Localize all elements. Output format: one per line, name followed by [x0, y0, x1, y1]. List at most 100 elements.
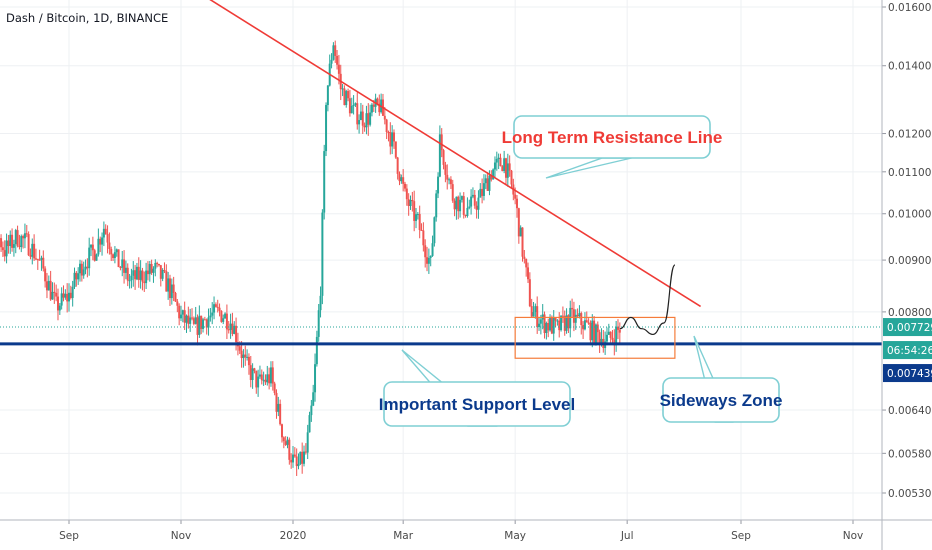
- candle-body: [582, 325, 585, 330]
- candle-body: [200, 315, 203, 329]
- candle-body: [181, 310, 184, 315]
- candle-body: [503, 158, 506, 171]
- candle-body: [104, 228, 107, 235]
- candle-body: [543, 314, 546, 334]
- candle-body: [128, 280, 131, 282]
- candle-body: [187, 315, 190, 324]
- candle-body: [356, 103, 359, 125]
- candle-body: [308, 415, 311, 433]
- x-tick-label: Sep: [731, 530, 751, 542]
- candle-body: [56, 296, 59, 311]
- candle-body: [282, 437, 285, 442]
- candle-body: [172, 284, 175, 293]
- candle-body: [176, 301, 179, 306]
- candle-body: [363, 125, 366, 128]
- candle-body: [0, 238, 3, 248]
- candle-body: [525, 258, 528, 268]
- candle-body: [135, 266, 138, 280]
- candle-body: [301, 451, 304, 464]
- candle-body: [415, 214, 418, 221]
- candle-body: [233, 325, 236, 334]
- candle-body: [473, 194, 476, 206]
- candle-body: [211, 312, 214, 316]
- candle-body: [220, 310, 223, 322]
- candle-body: [337, 64, 340, 74]
- candle-body: [312, 392, 315, 406]
- candle-body: [481, 188, 484, 196]
- candle-body: [569, 307, 572, 329]
- candle-body: [106, 234, 109, 243]
- candle-body: [304, 451, 307, 453]
- candle-body: [404, 183, 406, 189]
- candle-body: [277, 403, 280, 412]
- candle-body: [517, 208, 520, 237]
- overlays: Long Term Resistance Line Important Suppo…: [0, 0, 882, 427]
- grid: [0, 0, 882, 520]
- candle-body: [64, 293, 67, 298]
- candle-body: [477, 197, 480, 210]
- candle-body: [141, 270, 144, 282]
- candle-body: [609, 331, 612, 338]
- candle-body: [534, 306, 537, 313]
- candle-body: [284, 441, 287, 445]
- candle-body: [167, 278, 170, 292]
- candle-body: [286, 439, 289, 445]
- candle-body: [550, 318, 553, 334]
- candle-body: [115, 249, 118, 253]
- candle-body: [123, 259, 126, 273]
- candle-body: [519, 227, 522, 237]
- candle-body: [571, 307, 574, 310]
- candle-body: [352, 104, 355, 106]
- last-price-badge: 0.007729: [887, 322, 932, 334]
- candle-body: [86, 266, 89, 269]
- candle-body: [203, 319, 206, 321]
- candle-body: [297, 463, 300, 467]
- candle-body: [394, 141, 397, 158]
- candle-body: [591, 320, 594, 341]
- candles: [0, 40, 621, 476]
- candle-body: [260, 374, 263, 381]
- candle-body: [315, 336, 318, 365]
- candle-body: [484, 178, 487, 184]
- candle-body: [400, 177, 403, 182]
- candle-body: [25, 233, 28, 235]
- candle-body: [137, 266, 140, 280]
- candle-body: [112, 254, 115, 258]
- x-tick-label: Sep: [59, 530, 79, 542]
- candle-body: [396, 157, 399, 174]
- candle-body: [325, 105, 328, 152]
- candle-body: [306, 432, 309, 453]
- candle-body: [492, 169, 495, 180]
- candle-body: [594, 324, 597, 344]
- candle-body: [7, 240, 10, 247]
- candle-body: [205, 319, 208, 328]
- support-price-badge-bg: [883, 364, 932, 383]
- candle-body: [145, 270, 148, 284]
- candle-body: [12, 244, 15, 248]
- candle-body: [157, 263, 160, 266]
- candle-body: [583, 320, 586, 330]
- candle-body: [618, 329, 621, 333]
- candle-body: [258, 374, 261, 377]
- candle-body: [191, 317, 194, 319]
- candle-body: [413, 201, 416, 221]
- candle-body: [139, 270, 142, 280]
- candle-body: [280, 424, 283, 438]
- candle-body: [490, 175, 493, 180]
- candle-body: [271, 367, 274, 384]
- candle-body: [66, 293, 69, 302]
- candle-body: [255, 370, 258, 388]
- x-tick-label: Jul: [620, 530, 634, 542]
- candle-body: [213, 304, 216, 313]
- candle-body: [202, 319, 205, 329]
- candle-body: [545, 322, 548, 334]
- candle-body: [556, 320, 559, 322]
- sideways-callout-text: Sideways Zone: [660, 391, 783, 410]
- candle-body: [589, 322, 592, 341]
- candle-body: [84, 266, 87, 270]
- candle-body: [468, 206, 471, 208]
